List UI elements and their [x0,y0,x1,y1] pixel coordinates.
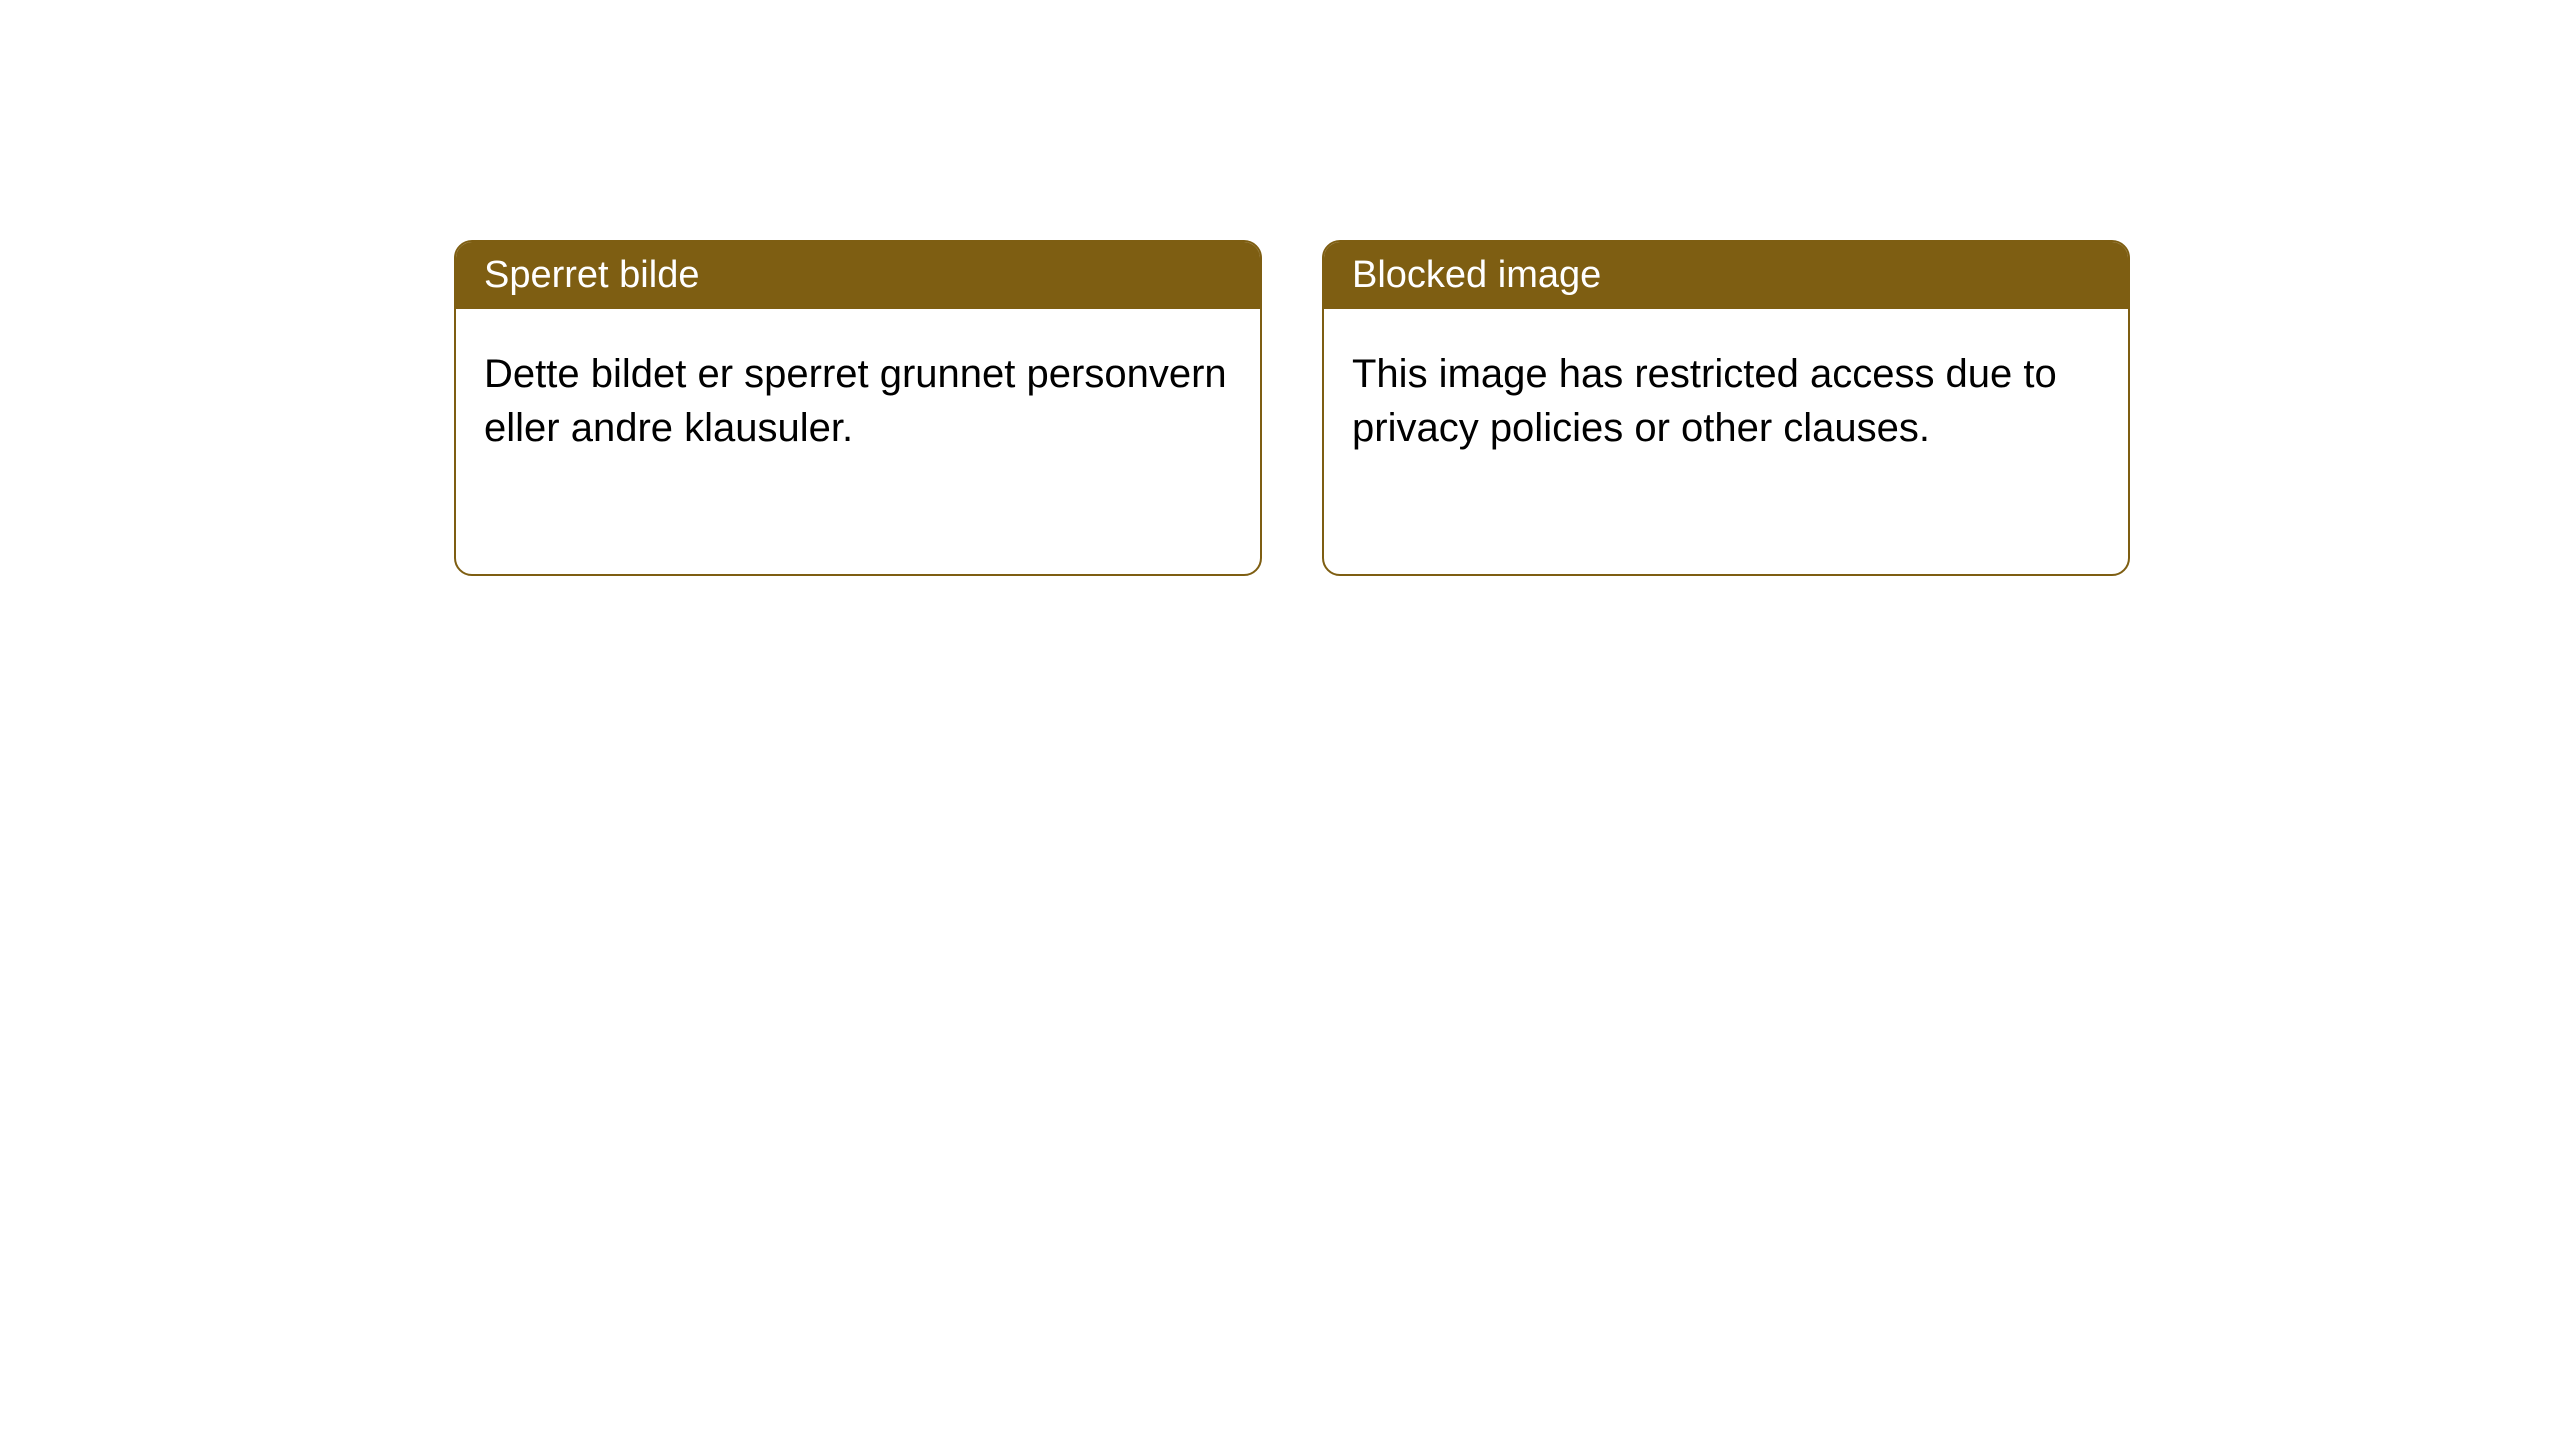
notice-container: Sperret bilde Dette bildet er sperret gr… [0,0,2560,576]
notice-box-english: Blocked image This image has restricted … [1322,240,2130,576]
notice-title: Blocked image [1324,242,2128,309]
notice-title: Sperret bilde [456,242,1260,309]
notice-box-norwegian: Sperret bilde Dette bildet er sperret gr… [454,240,1262,576]
notice-body: Dette bildet er sperret grunnet personve… [456,309,1260,493]
notice-body: This image has restricted access due to … [1324,309,2128,493]
